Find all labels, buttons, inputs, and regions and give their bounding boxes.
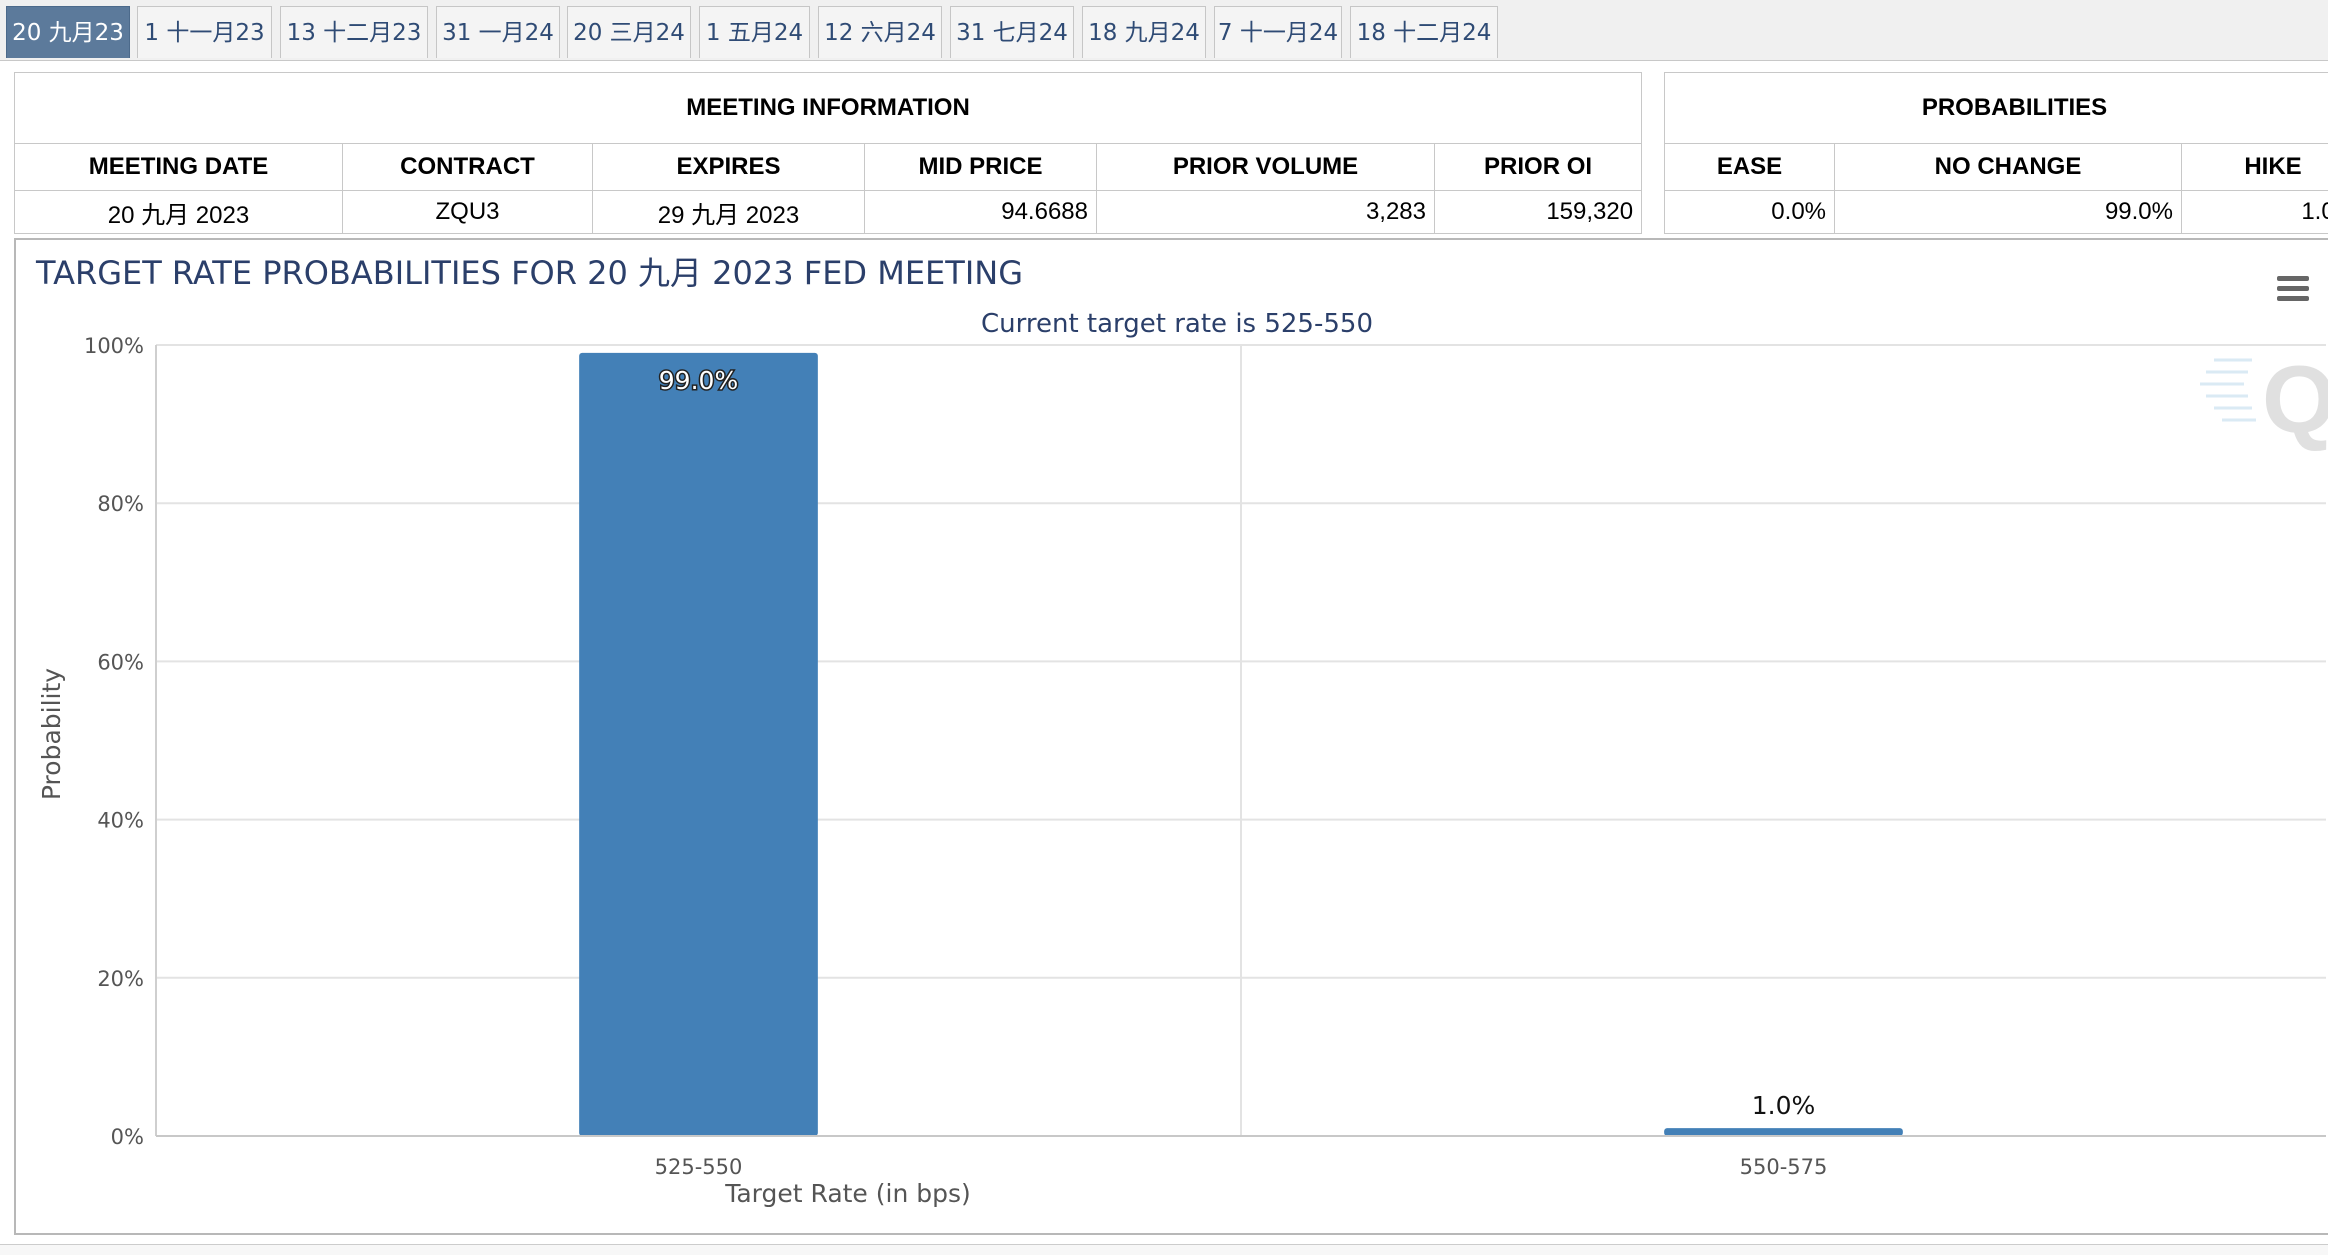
tab-meeting-9[interactable]: 7 十一月24 xyxy=(1214,6,1342,58)
y-tick-label: 0% xyxy=(111,1125,144,1149)
column-header-ease: EASE xyxy=(1665,144,1835,191)
svg-text:Q: Q xyxy=(2262,346,2328,453)
page-footer-strip xyxy=(0,1244,2328,1255)
y-tick-label: 40% xyxy=(97,809,144,833)
y-tick-label: 60% xyxy=(97,650,144,674)
column-header-expires: EXPIRES xyxy=(593,144,865,191)
meeting-information-table: MEETING INFORMATION MEETING DATE CONTRAC… xyxy=(14,72,1642,234)
x-axis-title: Target Rate (in bps) xyxy=(724,1179,971,1208)
data-label: 1.0% xyxy=(1752,1091,1816,1120)
bar-550-575[interactable] xyxy=(1664,1128,1903,1136)
tab-meeting-1[interactable]: 1 十一月23 xyxy=(137,6,272,58)
column-header-meeting-date: MEETING DATE xyxy=(15,144,343,191)
meeting-tab-bar: 20 九月23 1 十一月23 13 十二月23 31 一月24 20 三月24… xyxy=(0,0,2328,61)
column-header-mid-price: MID PRICE xyxy=(865,144,1097,191)
prior-volume-cell: 3,283 xyxy=(1097,191,1435,234)
hike-cell: 1.0% xyxy=(2182,191,2328,234)
x-tick-label: 550-575 xyxy=(1740,1155,1828,1179)
tab-meeting-0[interactable]: 20 九月23 xyxy=(6,6,130,58)
x-tick-label: 525-550 xyxy=(655,1155,743,1179)
hamburger-menu-icon[interactable] xyxy=(2261,274,2309,308)
chart-subtitle: Current target rate is 525-550 xyxy=(981,309,1373,339)
column-header-prior-oi: PRIOR OI xyxy=(1435,144,1642,191)
table-row: 0.0% 99.0% 1.0% xyxy=(1665,191,2328,234)
meeting-information-heading: MEETING INFORMATION xyxy=(15,73,1642,144)
prior-oi-cell: 159,320 xyxy=(1435,191,1642,234)
column-header-prior-volume: PRIOR VOLUME xyxy=(1097,144,1435,191)
table-row: 20 九月 2023 ZQU3 29 九月 2023 94.6688 3,283… xyxy=(15,191,1642,234)
tab-meeting-5[interactable]: 1 五月24 xyxy=(699,6,810,58)
tab-meeting-2[interactable]: 13 十二月23 xyxy=(280,6,428,58)
probabilities-heading: PROBABILITIES xyxy=(1665,73,2328,144)
column-header-contract: CONTRACT xyxy=(343,144,593,191)
tab-meeting-8[interactable]: 18 九月24 xyxy=(1082,6,1206,58)
probabilities-table: PROBABILITIES EASE NO CHANGE HIKE 0.0% 9… xyxy=(1664,72,2328,234)
q-logo-watermark: Q xyxy=(2200,346,2328,453)
tab-meeting-7[interactable]: 31 七月24 xyxy=(950,6,1074,58)
chart-title: TARGET RATE PROBABILITIES FOR 20 九月 2023… xyxy=(35,254,1023,292)
y-tick-label: 20% xyxy=(97,967,144,991)
chart-panel: TARGET RATE PROBABILITIES FOR 20 九月 2023… xyxy=(14,238,2328,1235)
tab-meeting-10[interactable]: 18 十二月24 xyxy=(1350,6,1498,58)
y-axis-title: Probability xyxy=(37,668,66,800)
mid-price-cell: 94.6688 xyxy=(865,191,1097,234)
ease-cell: 0.0% xyxy=(1665,191,1835,234)
no-change-cell: 99.0% xyxy=(1835,191,2182,234)
meeting-date-cell: 20 九月 2023 xyxy=(15,191,343,234)
target-rate-chart: TARGET RATE PROBABILITIES FOR 20 九月 2023… xyxy=(16,240,2328,1237)
tab-meeting-3[interactable]: 31 一月24 xyxy=(436,6,560,58)
tab-meeting-6[interactable]: 12 六月24 xyxy=(818,6,942,58)
column-header-hike: HIKE xyxy=(2182,144,2328,191)
bar-525-550[interactable] xyxy=(579,353,818,1136)
y-tick-label: 80% xyxy=(97,492,144,516)
expires-cell: 29 九月 2023 xyxy=(593,191,865,234)
y-tick-label: 100% xyxy=(84,334,144,358)
data-label: 99.0% xyxy=(659,366,738,395)
tab-meeting-4[interactable]: 20 三月24 xyxy=(567,6,691,58)
contract-cell: ZQU3 xyxy=(343,191,593,234)
column-header-no-change: NO CHANGE xyxy=(1835,144,2182,191)
